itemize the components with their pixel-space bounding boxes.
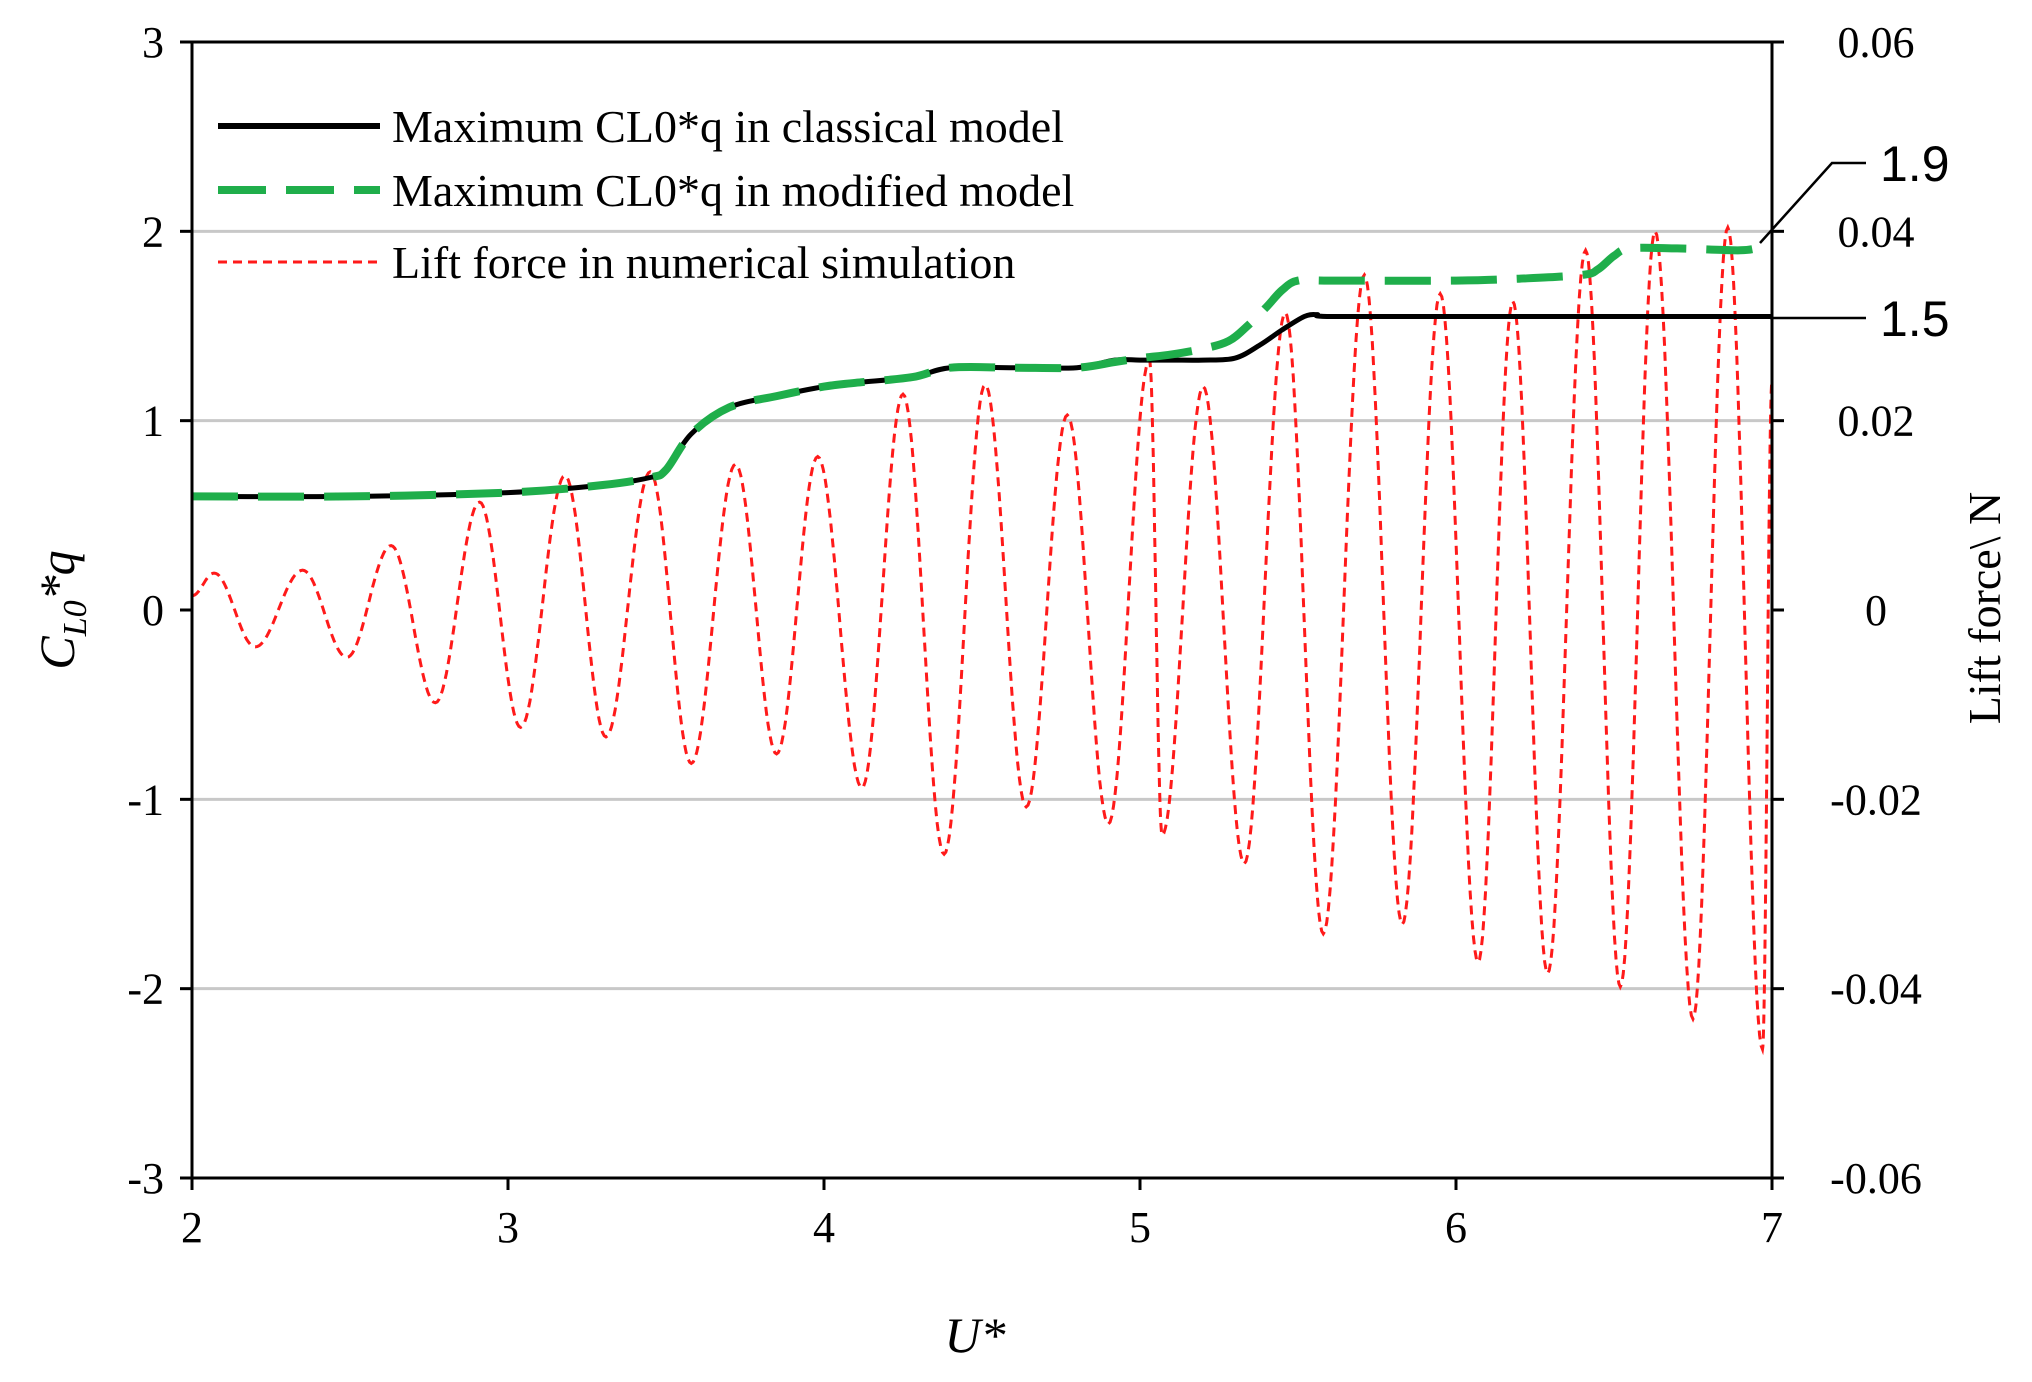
left-y-axis-title-base: C: [29, 636, 85, 670]
svg-text:CL0*q: CL0*q: [29, 550, 94, 669]
x-axis-ticks: 2 3 4 5 6 7: [181, 1178, 1783, 1252]
right-y-axis-ticks: -0.06 -0.04 -0.02 0 0.02 0.04 0.06: [1772, 18, 1922, 1203]
lift-force-line: [191, 223, 1774, 1056]
left-y-axis-title-sub: L0: [57, 600, 94, 637]
annotation-1-9: 1.9: [1880, 136, 1950, 192]
lift-force-series: [191, 223, 1774, 1056]
left-y-tick-label: 1: [142, 397, 164, 446]
right-y-tick-label: 0.06: [1838, 18, 1915, 67]
x-tick-label: 5: [1129, 1203, 1151, 1252]
x-tick-label: 3: [497, 1203, 519, 1252]
left-y-axis-ticks: -3 -2 -1 0 1 2 3: [127, 18, 192, 1203]
legend: Maximum CL0*q in classical model Maximum…: [218, 101, 1074, 288]
x-tick-label: 2: [181, 1203, 203, 1252]
legend-label-lift-force: Lift force in numerical simulation: [392, 237, 1015, 288]
right-y-tick-label: -0.02: [1830, 775, 1922, 824]
annotation-1-5: 1.5: [1880, 291, 1950, 347]
x-tick-label: 6: [1445, 1203, 1467, 1252]
modified-model-series: [191, 242, 1764, 501]
right-y-tick-label: 0.02: [1838, 397, 1915, 446]
x-tick-label: 4: [813, 1203, 835, 1252]
gridlines: [192, 229, 1772, 991]
right-y-tick-label: 0.04: [1838, 207, 1915, 256]
svg-text:Lift force\ N: Lift force\ N: [1959, 492, 2010, 724]
right-y-axis-title: Lift force\ N: [1959, 492, 2010, 724]
left-y-tick-label: 3: [142, 18, 164, 67]
annotations: 1.9 1.5: [1759, 136, 1950, 347]
x-tick-label: 7: [1761, 1203, 1783, 1252]
left-y-tick-label: 2: [142, 207, 164, 256]
right-y-tick-label: 0: [1865, 586, 1887, 635]
right-y-tick-label: -0.06: [1830, 1154, 1922, 1203]
left-y-axis-title-rest: *q: [29, 550, 85, 600]
modified-model-line: [191, 242, 1764, 501]
left-y-tick-label: -3: [127, 1154, 164, 1203]
annotation-leader-1-9: [1759, 161, 1866, 244]
left-y-tick-label: -2: [127, 965, 164, 1014]
x-axis-title: U*: [944, 1307, 1005, 1363]
classical-model-line: [191, 312, 1772, 500]
left-y-tick-label: 0: [142, 586, 164, 635]
classical-model-series: [191, 312, 1772, 500]
legend-label-classical: Maximum CL0*q in classical model: [392, 101, 1064, 152]
left-y-tick-label: -1: [127, 775, 164, 824]
legend-label-modified: Maximum CL0*q in modified model: [392, 165, 1074, 216]
left-y-axis-title: CL0*q: [29, 550, 94, 669]
right-y-tick-label: -0.04: [1830, 965, 1922, 1014]
